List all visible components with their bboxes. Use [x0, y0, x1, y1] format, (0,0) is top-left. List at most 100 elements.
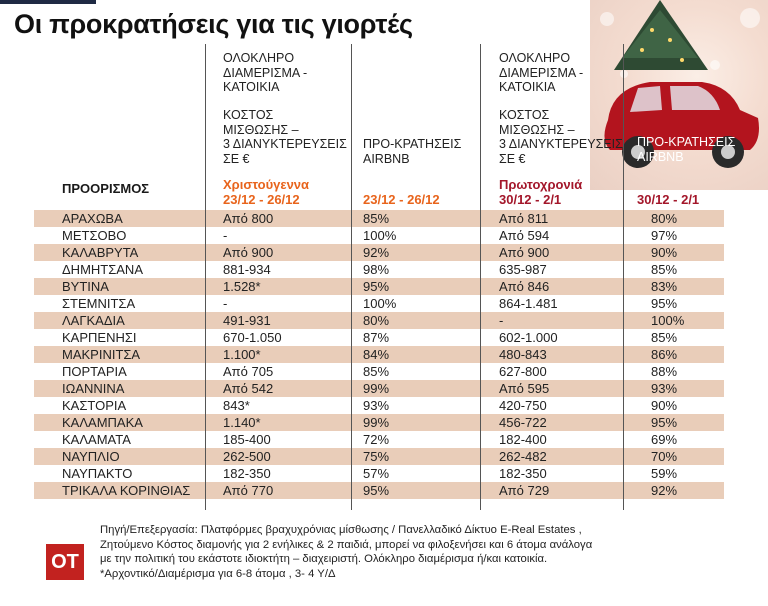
table-row: ΜΑΚΡΙΝΙΤΣΑ 1.100* 84% 480-843 86%	[34, 346, 724, 363]
newyear-label: Πρωτοχρονιά 30/12 - 2/1	[499, 177, 583, 207]
header-whole-apartment-christmas: ΟΛΟΚΛΗΡΟ ΔΙΑΜΕΡΙΣΜΑ - ΚΑΤΟΙΚΙΑ	[223, 51, 308, 94]
table-row: ΝΑΥΠΑΚΤΟ 182-350 57% 182-350 59%	[34, 465, 724, 482]
value-cell: 1.140*	[223, 415, 261, 430]
table-row: ΑΡΑΧΩΒΑ Από 800 85% Από 811 80%	[34, 210, 724, 227]
value-cell: 97%	[651, 228, 678, 243]
value-cell: 72%	[363, 432, 390, 447]
value-cell: Από 770	[223, 483, 274, 498]
christmas-prebook-dates: 23/12 - 26/12	[363, 192, 440, 207]
value-cell: Από 542	[223, 381, 274, 396]
destination-cell: ΚΑΛΑΒΡΥΤΑ	[62, 245, 139, 260]
destination-cell: ΝΑΥΠΑΚΤΟ	[62, 466, 133, 481]
value-cell: 70%	[651, 449, 678, 464]
value-cell: 670-1.050	[223, 330, 282, 345]
ot-logo: ΟΤ	[46, 544, 84, 580]
value-cell: 864-1.481	[499, 296, 558, 311]
value-cell: 99%	[363, 381, 390, 396]
value-cell: 182-350	[223, 466, 271, 481]
header-rent-cost-newyear: ΚΟΣΤΟΣ ΜΙΣΘΩΣΗΣ –3 ΔΙΑΝΥΚΤΕΡΕΥΣΕΙΣ ΣΕ €	[499, 108, 623, 166]
column-divider	[623, 44, 624, 510]
column-divider	[480, 44, 481, 510]
value-cell: 100%	[363, 228, 397, 243]
header-whole-apartment-newyear: ΟΛΟΚΛΗΡΟ ΔΙΑΜΕΡΙΣΜΑ - ΚΑΤΟΙΚΙΑ	[499, 51, 584, 94]
table-row: ΠΟΡΤΑΡΙΑ Από 705 85% 627-800 88%	[34, 363, 724, 380]
value-cell: 602-1.000	[499, 330, 558, 345]
christmas-label: Χριστούγεννα 23/12 - 26/12	[223, 177, 310, 207]
column-divider	[351, 44, 352, 510]
value-cell: 83%	[651, 279, 678, 294]
value-cell: 182-350	[499, 466, 547, 481]
value-cell: Από 729	[499, 483, 550, 498]
value-cell: Από 900	[499, 245, 550, 260]
value-cell: 80%	[651, 211, 678, 226]
value-cell: Από 705	[223, 364, 274, 379]
header-rent-cost-christmas: ΚΟΣΤΟΣ ΜΙΣΘΩΣΗΣ –3 ΔΙΑΝΥΚΤΕΡΕΥΣΕΙΣ ΣΕ €	[223, 108, 347, 166]
value-cell: 262-500	[223, 449, 271, 464]
value-cell: Από 800	[223, 211, 274, 226]
destination-cell: ΔΗΜΗΤΣΑΝΑ	[62, 262, 143, 277]
destination-cell: ΚΑΛΑΜΠΑΚΑ	[62, 415, 143, 430]
value-cell: 85%	[651, 330, 678, 345]
value-cell: 1.100*	[223, 347, 261, 362]
christmas-car-tree-illustration	[590, 0, 768, 190]
destination-cell: ΜΕΤΣΟΒΟ	[62, 228, 127, 243]
destination-cell: ΛΑΓΚΑΔΙΑ	[62, 313, 125, 328]
table-row: ΒΥΤΙΝΑ 1.528* 95% Από 846 83%	[34, 278, 724, 295]
newyear-prebook-dates: 30/12 - 2/1	[637, 192, 700, 207]
value-cell: 95%	[363, 279, 390, 294]
value-cell: 99%	[363, 415, 390, 430]
value-cell: 69%	[651, 432, 678, 447]
value-cell: Από 900	[223, 245, 274, 260]
value-cell: 93%	[651, 381, 678, 396]
value-cell: -	[499, 313, 504, 328]
value-cell: 881-934	[223, 262, 271, 277]
column-divider	[205, 44, 206, 510]
value-cell: 100%	[651, 313, 685, 328]
value-cell: 843*	[223, 398, 250, 413]
value-cell: 75%	[363, 449, 390, 464]
destination-cell: ΚΑΣΤΟΡΙΑ	[62, 398, 127, 413]
value-cell: -	[223, 296, 228, 311]
value-cell: 88%	[651, 364, 678, 379]
value-cell: 182-400	[499, 432, 547, 447]
header-destination: ΠΡΟΟΡΙΣΜΟΣ	[62, 181, 150, 196]
value-cell: Από 595	[499, 381, 550, 396]
table-row: ΔΗΜΗΤΣΑΝΑ 881-934 98% 635-987 85%	[34, 261, 724, 278]
value-cell: 491-931	[223, 313, 271, 328]
value-cell: 93%	[363, 398, 390, 413]
value-cell: 92%	[651, 483, 678, 498]
value-cell: 262-482	[499, 449, 547, 464]
value-cell: Από 594	[499, 228, 550, 243]
table-row: ΚΑΛΑΜΠΑΚΑ 1.140* 99% 456-722 95%	[34, 414, 724, 431]
table-row: ΝΑΥΠΛΙΟ 262-500 75% 262-482 70%	[34, 448, 724, 465]
table-row: ΙΩΑΝΝΙΝΑ Από 542 99% Από 595 93%	[34, 380, 724, 397]
value-cell: -	[223, 228, 228, 243]
value-cell: 98%	[363, 262, 390, 277]
value-cell: 85%	[363, 211, 390, 226]
page-title: Οι προκρατήσεις για τις γιορτές	[14, 9, 413, 39]
value-cell: 635-987	[499, 262, 547, 277]
table-row: ΚΑΣΤΟΡΙΑ 843* 93% 420-750 90%	[34, 397, 724, 414]
value-cell: 480-843	[499, 347, 547, 362]
value-cell: 95%	[651, 296, 678, 311]
table-row: ΚΑΛΑΒΡΥΤΑ Από 900 92% Από 900 90%	[34, 244, 724, 261]
value-cell: Από 811	[499, 211, 549, 226]
table-row: ΜΕΤΣΟΒΟ - 100% Από 594 97%	[34, 227, 724, 244]
value-cell: 85%	[363, 364, 390, 379]
destination-cell: ΙΩΑΝΝΙΝΑ	[62, 381, 125, 396]
destination-cell: ΝΑΥΠΛΙΟ	[62, 449, 120, 464]
table-row: ΤΡΙΚΑΛΑ ΚΟΡΙΝΘΙΑΣ Από 770 95% Από 729 92%	[34, 482, 724, 499]
value-cell: 90%	[651, 245, 678, 260]
value-cell: 95%	[651, 415, 678, 430]
source-footnote: Πηγή/Επεξεργασία: Πλατφόρμες βραχυχρόνια…	[100, 524, 593, 580]
destination-cell: ΠΟΡΤΑΡΙΑ	[62, 364, 127, 379]
top-accent-line	[0, 0, 96, 4]
header-prebook-newyear: ΠΡΟ-ΚΡΑΤΗΣΕΙΣ AIRBNB	[637, 135, 736, 164]
value-cell: 87%	[363, 330, 390, 345]
destination-cell: ΒΥΤΙΝΑ	[62, 279, 109, 294]
value-cell: 84%	[363, 347, 390, 362]
value-cell: 80%	[363, 313, 390, 328]
table-row: ΚΑΛΑΜΑΤΑ 185-400 72% 182-400 69%	[34, 431, 724, 448]
destination-cell: ΤΡΙΚΑΛΑ ΚΟΡΙΝΘΙΑΣ	[62, 483, 191, 498]
destination-cell: ΜΑΚΡΙΝΙΤΣΑ	[62, 347, 141, 362]
